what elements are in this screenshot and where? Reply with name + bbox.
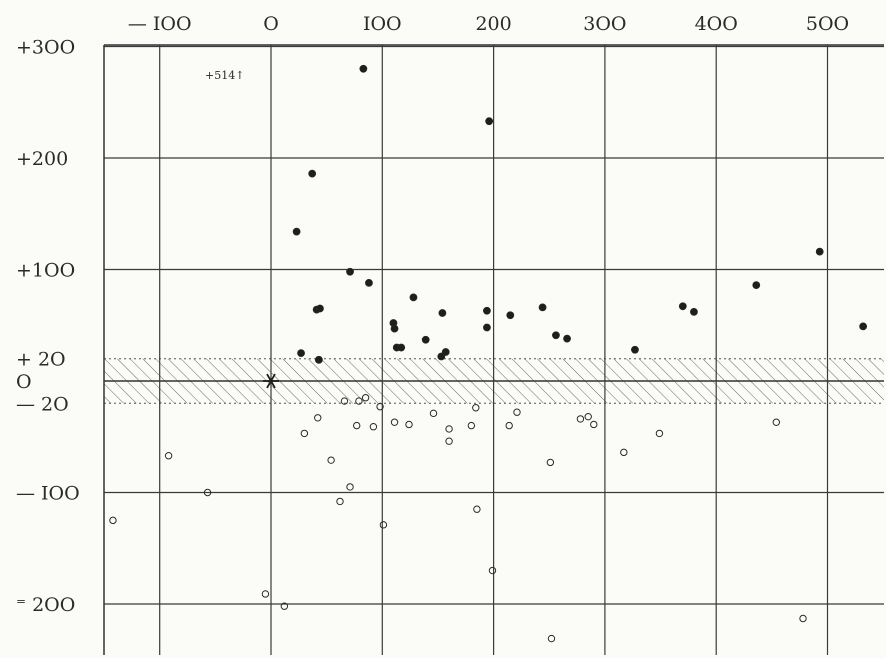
open-point	[473, 505, 481, 513]
open-point	[314, 414, 322, 422]
filled-point	[485, 117, 494, 126]
filled-point	[438, 309, 447, 317]
open-point	[547, 634, 556, 643]
open-point	[336, 497, 344, 506]
open-point	[280, 602, 289, 610]
filled-point	[859, 322, 868, 331]
filled-point	[346, 267, 354, 276]
open-point	[429, 409, 438, 418]
filled-point	[297, 349, 305, 358]
filled-point	[421, 335, 430, 344]
open-point	[164, 452, 173, 460]
open-point	[300, 429, 309, 438]
open-point	[505, 421, 513, 430]
y-tick-label: — 2O	[16, 393, 69, 415]
y-tick-label: +200	[16, 148, 68, 170]
open-point	[590, 420, 598, 429]
open-point	[340, 397, 349, 405]
open-point	[467, 421, 476, 430]
filled-point	[690, 307, 698, 316]
data-points	[109, 64, 868, 643]
open-point	[472, 404, 480, 412]
filled-point	[365, 278, 373, 287]
open-point	[203, 488, 212, 497]
x-tick-label: — IOO	[128, 13, 192, 35]
y-tick-label: +1OO	[16, 260, 75, 282]
open-point	[361, 394, 370, 402]
open-point	[405, 420, 413, 429]
open-point	[513, 408, 521, 416]
open-point	[799, 614, 807, 623]
y-tick-label: O	[16, 371, 32, 393]
open-point	[379, 521, 388, 529]
open-point	[327, 456, 335, 464]
x-tick-label: 5OO	[806, 13, 849, 35]
filled-point	[390, 324, 399, 333]
open-point	[353, 421, 361, 430]
open-point	[376, 402, 384, 411]
filled-point	[506, 311, 515, 320]
open-point	[109, 516, 117, 525]
tick-labels: — IOO O IOO 200 3OO 4OO 5OO+3OO+200+1OO+ 2OO— …	[16, 13, 849, 616]
open-point	[620, 448, 628, 457]
open-point	[261, 590, 270, 598]
origin-marker-group	[263, 373, 279, 389]
filled-point	[409, 293, 418, 302]
filled-point	[441, 348, 450, 356]
open-point	[346, 483, 354, 491]
annotation-label: +514↑	[205, 69, 244, 82]
x-tick-label: 200	[475, 13, 511, 35]
filled-point	[563, 334, 571, 343]
x-tick-label: O	[263, 13, 279, 35]
y-tick-label: ⁼ 2OO	[16, 594, 75, 616]
filled-point	[552, 331, 560, 340]
y-tick-label: — IOO	[16, 483, 80, 505]
filled-point	[631, 345, 639, 354]
open-point	[355, 397, 363, 405]
open-point	[584, 412, 592, 421]
y-tick-label: +3OO	[16, 37, 75, 59]
filled-point	[483, 306, 491, 315]
x-tick-label: IOO	[363, 13, 402, 35]
open-point	[445, 437, 453, 445]
filled-point	[538, 303, 547, 312]
grid	[104, 45, 884, 655]
filled-point	[292, 227, 301, 236]
filled-point	[815, 247, 824, 256]
filled-point	[483, 323, 491, 332]
origin-asterisk-icon	[263, 373, 279, 389]
filled-point	[397, 343, 406, 352]
filled-point	[314, 355, 323, 364]
x-tick-label: 3OO	[583, 13, 626, 35]
filled-point	[308, 169, 317, 178]
open-point	[369, 423, 378, 431]
open-point	[445, 425, 453, 433]
filled-point	[678, 302, 687, 311]
open-point	[488, 566, 497, 575]
open-point	[655, 429, 664, 438]
y-tick-label: + 2O	[16, 349, 66, 371]
open-point	[390, 418, 399, 426]
open-point	[576, 415, 585, 423]
open-point	[546, 458, 555, 467]
filled-point	[316, 304, 324, 313]
x-tick-label: 4OO	[695, 13, 738, 35]
filled-point	[359, 64, 368, 73]
filled-point	[752, 281, 761, 290]
open-point	[772, 418, 781, 426]
